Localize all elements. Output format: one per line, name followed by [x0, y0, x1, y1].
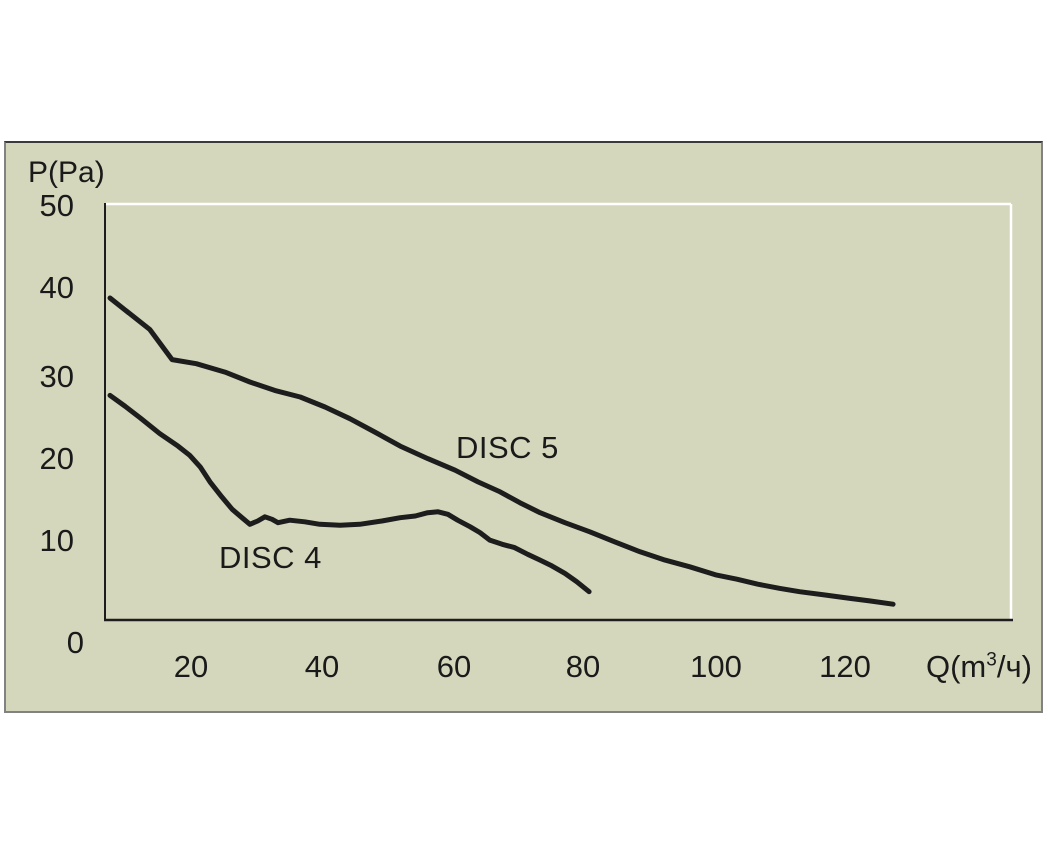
y-axis-title: P(Pa) — [28, 156, 105, 189]
y-tick-40: 40 — [39, 270, 74, 305]
y-tick-10: 10 — [39, 523, 74, 558]
x-axis-title-post: /ч) — [996, 649, 1032, 684]
x-tick-80: 80 — [565, 649, 601, 684]
chart-panel — [4, 141, 1043, 713]
series-label-disc4: DISC 4 — [219, 540, 322, 575]
x-tick-100: 100 — [690, 649, 742, 684]
series-disc4-curve — [107, 392, 592, 595]
y-tick-20: 20 — [39, 441, 74, 476]
x-tick-120: 120 — [819, 649, 871, 684]
x-tick-60: 60 — [436, 649, 472, 684]
x-axis-title-pre: Q(m — [926, 649, 987, 684]
y-tick-0: 0 — [66, 625, 84, 660]
x-tick-40: 40 — [304, 649, 340, 684]
y-tick-30: 30 — [39, 359, 74, 394]
x-tick-20: 20 — [173, 649, 209, 684]
y-tick-50: 50 — [39, 188, 74, 223]
x-axis-title-sup: 3 — [986, 649, 997, 671]
x-axis-title: Q(m3/ч) — [926, 650, 1032, 684]
series-label-disc5: DISC 5 — [456, 430, 559, 465]
series-disc5-curve — [107, 295, 896, 607]
